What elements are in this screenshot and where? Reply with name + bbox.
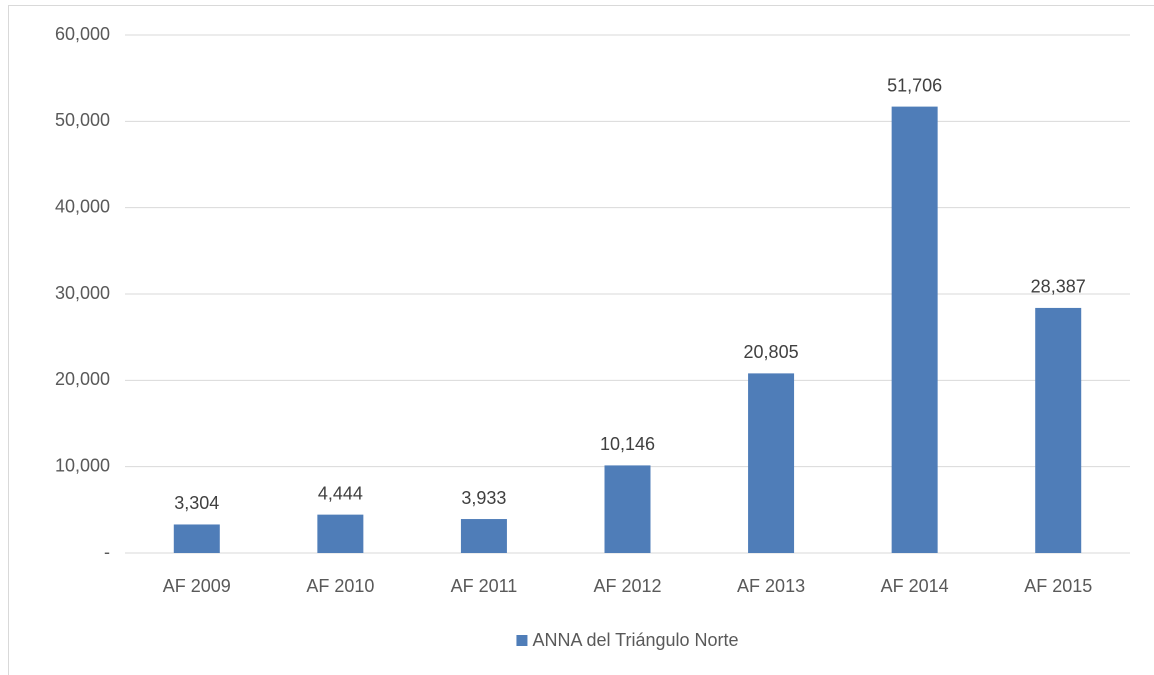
data-label: 20,805 [744, 342, 799, 362]
x-tick-label: AF 2011 [451, 576, 518, 596]
bar [604, 465, 651, 553]
data-label: 10,146 [600, 434, 655, 454]
y-tick-label: 10,000 [55, 455, 110, 475]
bar [317, 514, 364, 553]
legend-label: ANNA del Triángulo Norte [532, 630, 738, 650]
x-tick-label: AF 2015 [1024, 576, 1092, 596]
x-tick-label: AF 2013 [737, 576, 805, 596]
data-label: 28,387 [1031, 277, 1086, 297]
y-tick-label: - [104, 542, 110, 562]
bar [460, 519, 507, 553]
x-tick-label: AF 2014 [881, 576, 949, 596]
y-tick-label: 60,000 [55, 24, 110, 44]
data-label: 51,706 [887, 75, 942, 95]
x-tick-label: AF 2009 [163, 576, 231, 596]
bar [891, 106, 938, 554]
data-label: 4,444 [318, 483, 363, 503]
data-label: 3,933 [461, 488, 506, 508]
data-label: 3,304 [174, 493, 219, 513]
legend-swatch [516, 635, 528, 646]
x-tick-label: AF 2010 [306, 576, 374, 596]
bar [173, 524, 220, 553]
bar [1035, 307, 1082, 553]
y-tick-label: 50,000 [55, 110, 110, 130]
bar [748, 373, 795, 553]
x-tick-label: AF 2012 [593, 576, 661, 596]
y-tick-label: 40,000 [55, 196, 110, 216]
y-tick-label: 20,000 [55, 369, 110, 389]
y-tick-label: 30,000 [55, 283, 110, 303]
